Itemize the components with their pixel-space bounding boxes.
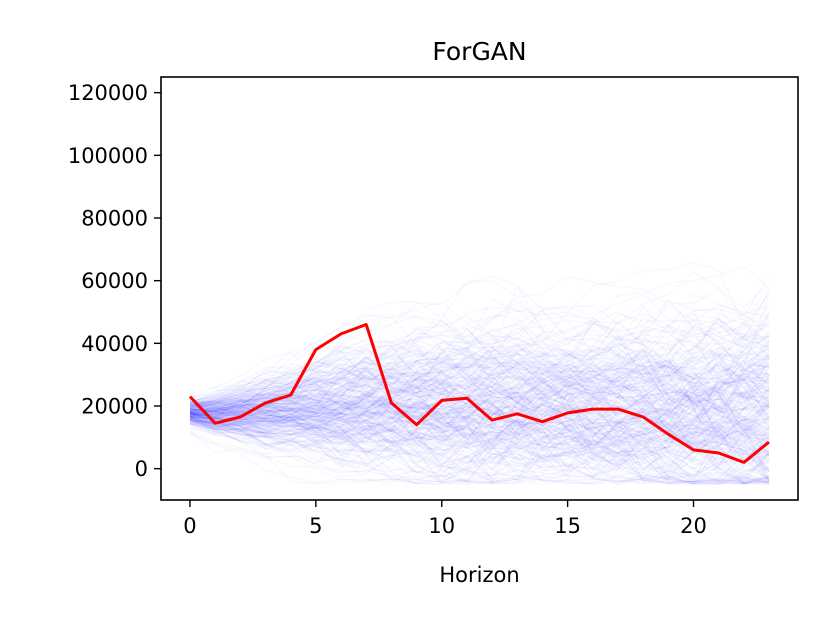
y-tick-label: 100000 [68, 144, 148, 168]
y-tick-label: 40000 [81, 332, 148, 356]
x-tick-label: 20 [680, 514, 707, 538]
plot-frame [160, 76, 799, 501]
actual-line [188, 323, 770, 464]
x-tick-label: 5 [309, 514, 322, 538]
x-tick-label: 10 [428, 514, 455, 538]
chart-title: ForGAN [432, 37, 526, 66]
y-tick-label: 0 [135, 457, 148, 481]
y-tick-label: 80000 [81, 207, 148, 231]
x-tick-label: 15 [554, 514, 581, 538]
x-axis: 0 5 10 15 20 [183, 500, 707, 538]
actual-series [188, 323, 770, 464]
x-axis-label: Horizon [439, 563, 519, 587]
y-tick-label: 20000 [81, 395, 148, 419]
x-tick-label: 0 [183, 514, 196, 538]
y-axis: 0 20000 40000 60000 80000 100000 120000 [68, 81, 161, 481]
y-tick-label: 60000 [81, 269, 148, 293]
y-tick-label: 120000 [68, 81, 148, 105]
